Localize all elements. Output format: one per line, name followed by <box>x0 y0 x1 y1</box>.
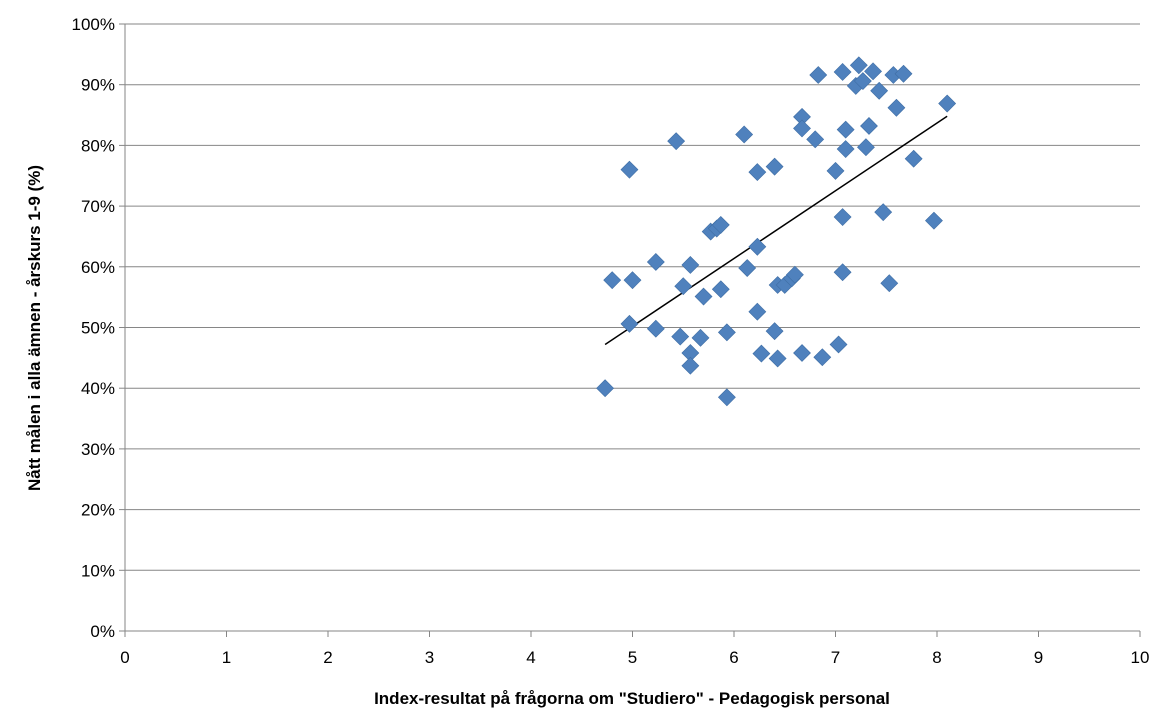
data-point <box>603 271 622 290</box>
data-point <box>887 98 906 117</box>
data-point <box>711 215 730 234</box>
data-point <box>904 149 923 168</box>
x-tick-label: 10 <box>1131 648 1150 667</box>
x-tick-label: 7 <box>831 648 840 667</box>
data-point <box>674 277 693 296</box>
data-point <box>836 140 855 158</box>
data-point <box>752 344 771 363</box>
data-point <box>671 327 690 346</box>
data-point <box>870 81 889 100</box>
x-tick-label: 3 <box>425 648 434 667</box>
x-tick-label: 0 <box>120 648 129 667</box>
data-point <box>853 72 872 90</box>
data-point <box>857 138 875 157</box>
data-point <box>691 328 710 347</box>
y-tick-label: 30% <box>81 440 115 459</box>
data-point <box>620 160 639 179</box>
data-point <box>826 161 845 180</box>
data-point <box>623 271 642 290</box>
y-axis-ticks: 0% 10% 20% 30% 40% 50% 60% 70% 80% 90% 100% <box>72 15 125 641</box>
y-tick-label: 90% <box>81 76 115 95</box>
x-tick-label: 9 <box>1034 648 1043 667</box>
data-point <box>646 319 665 338</box>
data-point <box>833 263 852 282</box>
data-point <box>596 379 615 398</box>
data-point <box>880 274 899 293</box>
x-tick-label: 8 <box>932 648 941 667</box>
x-axis-ticks: 0 1 2 3 4 5 6 7 8 9 10 <box>120 631 1149 667</box>
data-point <box>711 280 730 299</box>
y-tick-label: 70% <box>81 197 115 216</box>
data-point <box>768 349 787 368</box>
y-tick-label: 40% <box>81 379 115 398</box>
data-point <box>925 211 943 230</box>
data-point <box>738 259 757 277</box>
data-points <box>596 56 957 407</box>
x-axis-title: Index-resultat på frågorna om "Studiero"… <box>374 689 890 708</box>
data-point <box>849 56 868 75</box>
y-tick-label: 80% <box>81 136 115 155</box>
data-point <box>681 256 700 274</box>
data-point <box>748 163 767 182</box>
trendline <box>604 115 948 346</box>
data-point <box>809 66 828 84</box>
x-tick-label: 1 <box>222 648 231 667</box>
x-tick-label: 5 <box>628 648 637 667</box>
data-point <box>785 265 804 284</box>
y-tick-label: 0% <box>90 622 115 641</box>
data-point <box>833 208 852 226</box>
data-point <box>681 356 700 375</box>
data-point <box>813 348 832 367</box>
data-point <box>765 322 784 341</box>
x-tick-label: 2 <box>323 648 332 667</box>
data-point <box>833 63 852 81</box>
y-axis-title: Nått målen i alla ämnen - årskurs 1-9 (%… <box>25 165 44 491</box>
y-tick-label: 50% <box>81 319 115 338</box>
data-point <box>864 62 882 81</box>
y-tick-label: 10% <box>81 561 115 580</box>
data-point <box>748 237 767 256</box>
data-point <box>836 120 855 139</box>
data-point <box>620 314 639 333</box>
x-tick-label: 6 <box>729 648 738 667</box>
data-point <box>793 119 811 138</box>
y-tick-label: 60% <box>81 258 115 277</box>
data-point <box>938 94 957 113</box>
trendline-group <box>604 115 948 346</box>
data-point <box>735 125 754 144</box>
data-point <box>694 287 713 306</box>
data-point <box>793 344 811 362</box>
data-point <box>860 117 878 135</box>
data-point <box>717 388 736 407</box>
data-point <box>829 335 848 354</box>
data-point <box>874 203 893 222</box>
data-point <box>646 253 665 271</box>
y-tick-label: 20% <box>81 501 115 520</box>
data-point <box>765 157 784 176</box>
y-tick-label: 100% <box>72 15 115 34</box>
data-point <box>717 323 736 342</box>
data-point <box>748 302 767 321</box>
x-tick-label: 4 <box>526 648 535 667</box>
data-point <box>667 132 686 151</box>
data-point <box>806 130 825 149</box>
data-point <box>894 64 913 83</box>
